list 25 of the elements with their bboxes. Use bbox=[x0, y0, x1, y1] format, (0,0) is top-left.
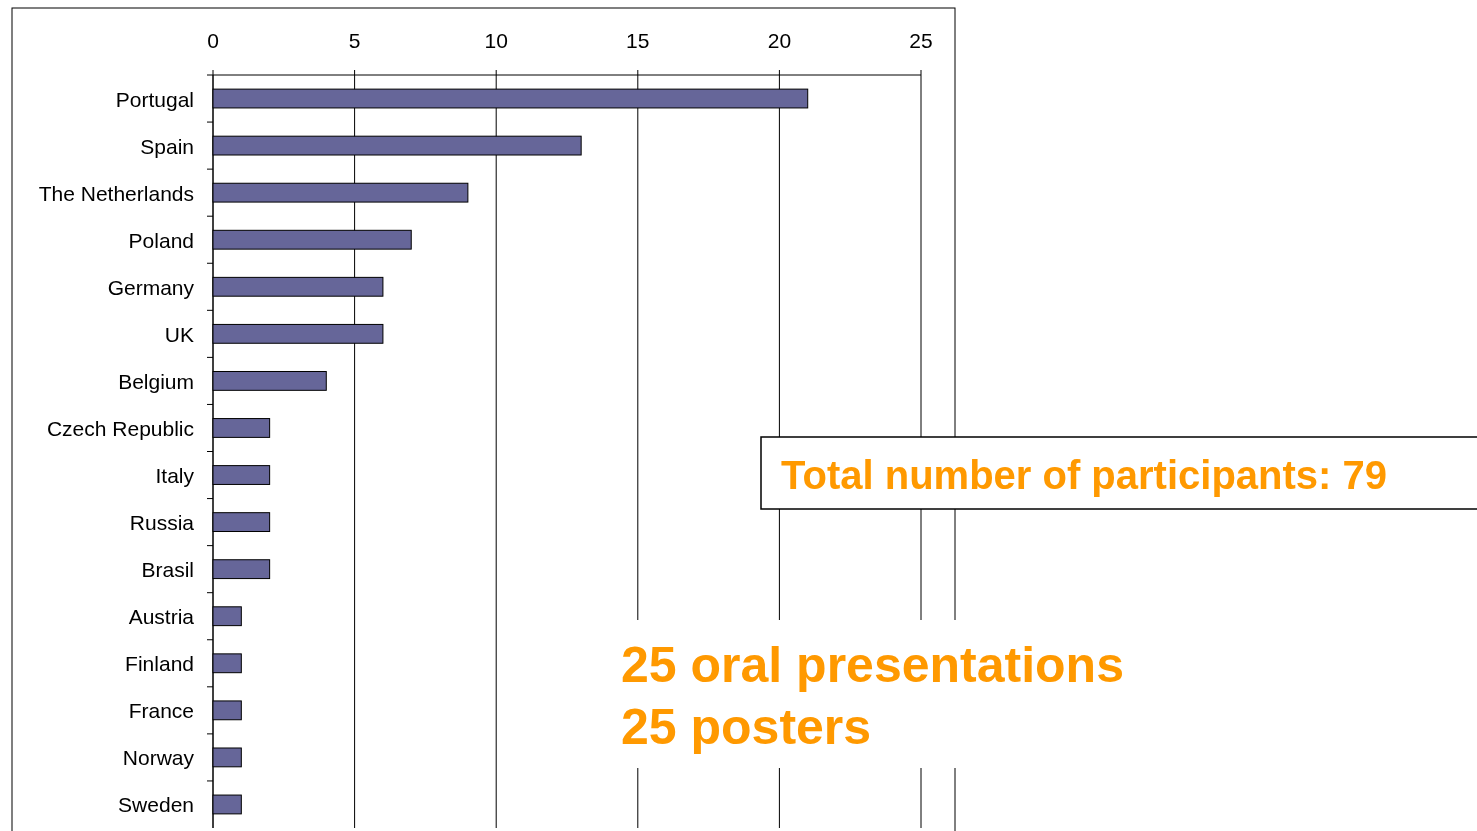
x-tick-label: 20 bbox=[767, 29, 792, 52]
y-tick-label: Austria bbox=[128, 605, 195, 629]
x-tick-label: 15 bbox=[626, 29, 650, 52]
y-tick-label: Poland bbox=[128, 228, 194, 252]
y-tick-label: Belgium bbox=[118, 369, 194, 393]
y-tick-label: Spain bbox=[140, 134, 194, 158]
y-tick-label: Italy bbox=[155, 464, 195, 488]
x-tick-label: 0 bbox=[207, 29, 219, 52]
y-tick-label: Czech Republic bbox=[46, 416, 194, 440]
y-tick-label: Brasil bbox=[141, 558, 194, 582]
x-tick-label: 25 bbox=[909, 29, 933, 52]
x-tick-label: 10 bbox=[484, 29, 508, 52]
y-tick-label: Norway bbox=[122, 746, 195, 770]
y-tick-label: UK bbox=[164, 322, 194, 346]
y-tick-label: Portugal bbox=[115, 87, 194, 111]
y-tick-label: Germany bbox=[107, 275, 195, 299]
y-tick-label: Sweden bbox=[118, 793, 194, 817]
y-tick-label: France bbox=[128, 699, 194, 723]
y-tick-label: The Netherlands bbox=[38, 181, 194, 205]
annotation: Total number of participants: 79 bbox=[781, 453, 1387, 497]
annotation: 25 oral presentations bbox=[621, 637, 1124, 693]
annotation: 25 posters bbox=[621, 699, 872, 755]
y-tick-label: Finland bbox=[125, 652, 194, 676]
x-tick-label: 5 bbox=[348, 29, 361, 52]
y-tick-label: Russia bbox=[129, 511, 195, 535]
